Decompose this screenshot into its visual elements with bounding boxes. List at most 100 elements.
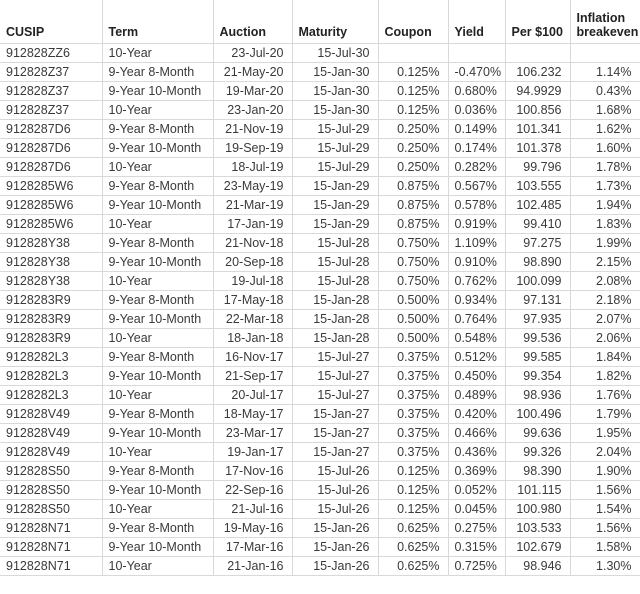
cell-coupon[interactable]: 0.125% [378,62,449,82]
cell-breakeven[interactable]: 1.56% [570,518,640,538]
cell-per100[interactable]: 99.326 [505,442,571,462]
cell-auction[interactable]: 17-Nov-16 [213,461,293,481]
cell-per100[interactable]: 99.536 [505,328,571,348]
cell-auction[interactable]: 18-May-17 [213,404,293,424]
cell-term[interactable]: 10-Year [102,271,214,291]
cell-term[interactable]: 10-Year [102,157,214,177]
cell-per100[interactable]: 102.679 [505,537,571,557]
cell-breakeven[interactable]: 2.08% [570,271,640,291]
column-header-breakeven[interactable]: Inflation breakeven [570,0,640,44]
cell-maturity[interactable]: 15-Jan-30 [292,100,379,120]
cell-per100[interactable]: 106.232 [505,62,571,82]
cell-maturity[interactable]: 15-Jan-27 [292,404,379,424]
cell-auction[interactable]: 17-Jan-19 [213,214,293,234]
cell-maturity[interactable]: 15-Jul-28 [292,252,379,272]
cell-term[interactable]: 9-Year 10-Month [102,366,214,386]
column-header-cusip[interactable]: CUSIP [0,0,103,44]
cell-per100[interactable]: 100.496 [505,404,571,424]
cell-term[interactable]: 9-Year 8-Month [102,290,214,310]
cell-yield[interactable]: 1.109% [448,233,506,253]
cell-term[interactable]: 9-Year 10-Month [102,138,214,158]
cell-per100[interactable]: 98.390 [505,461,571,481]
cell-term[interactable]: 9-Year 10-Month [102,480,214,500]
cell-per100[interactable]: 99.354 [505,366,571,386]
cell-breakeven[interactable]: 1.82% [570,366,640,386]
cell-yield[interactable]: 0.764% [448,309,506,329]
cell-breakeven[interactable]: 1.68% [570,100,640,120]
cell-maturity[interactable]: 15-Jan-29 [292,214,379,234]
cell-yield[interactable]: 0.282% [448,157,506,177]
cell-breakeven[interactable]: 1.56% [570,480,640,500]
cell-cusip[interactable]: 9128282L3 [0,347,103,367]
cell-breakeven[interactable]: 1.94% [570,195,640,215]
cell-breakeven[interactable]: 1.78% [570,157,640,177]
cell-cusip[interactable]: 9128285W6 [0,195,103,215]
cell-cusip[interactable]: 912828Y38 [0,252,103,272]
column-header-yield[interactable]: Yield [448,0,506,44]
cell-auction[interactable]: 23-Jul-20 [213,43,293,63]
cell-cusip[interactable]: 912828N71 [0,537,103,557]
cell-auction[interactable]: 21-Jan-16 [213,556,293,576]
cell-maturity[interactable]: 15-Jul-26 [292,461,379,481]
cell-yield[interactable]: 0.934% [448,290,506,310]
cell-breakeven[interactable]: 2.04% [570,442,640,462]
cell-yield[interactable]: 0.567% [448,176,506,196]
cell-auction[interactable]: 21-Mar-19 [213,195,293,215]
cell-term[interactable]: 9-Year 10-Month [102,537,214,557]
cell-breakeven[interactable]: 1.84% [570,347,640,367]
cell-maturity[interactable]: 15-Jan-29 [292,176,379,196]
cell-per100[interactable] [505,43,571,63]
cell-cusip[interactable]: 912828S50 [0,461,103,481]
cell-auction[interactable]: 21-May-20 [213,62,293,82]
cell-yield[interactable]: 0.420% [448,404,506,424]
cell-coupon[interactable]: 0.500% [378,290,449,310]
cell-coupon[interactable]: 0.875% [378,176,449,196]
cell-auction[interactable]: 21-Nov-18 [213,233,293,253]
cell-coupon[interactable]: 0.125% [378,480,449,500]
cell-coupon[interactable]: 0.125% [378,81,449,101]
cell-coupon[interactable]: 0.875% [378,195,449,215]
cell-cusip[interactable]: 9128285W6 [0,176,103,196]
cell-cusip[interactable]: 912828Z37 [0,62,103,82]
cell-per100[interactable]: 98.890 [505,252,571,272]
column-header-term[interactable]: Term [102,0,214,44]
cell-coupon[interactable]: 0.125% [378,499,449,519]
cell-maturity[interactable]: 15-Jan-30 [292,62,379,82]
cell-coupon[interactable]: 0.125% [378,461,449,481]
cell-coupon[interactable]: 0.750% [378,271,449,291]
cell-maturity[interactable]: 15-Jul-26 [292,480,379,500]
cell-per100[interactable]: 101.378 [505,138,571,158]
cell-coupon[interactable]: 0.750% [378,252,449,272]
cell-yield[interactable]: 0.512% [448,347,506,367]
cell-per100[interactable]: 101.115 [505,480,571,500]
cell-term[interactable]: 9-Year 8-Month [102,461,214,481]
cell-maturity[interactable]: 15-Jan-26 [292,518,379,538]
cell-per100[interactable]: 99.796 [505,157,571,177]
cell-cusip[interactable]: 912828S50 [0,480,103,500]
cell-maturity[interactable]: 15-Jul-28 [292,271,379,291]
cell-cusip[interactable]: 912828Z37 [0,81,103,101]
cell-auction[interactable]: 16-Nov-17 [213,347,293,367]
cell-per100[interactable]: 102.485 [505,195,571,215]
cell-cusip[interactable]: 912828ZZ6 [0,43,103,63]
cell-term[interactable]: 9-Year 10-Month [102,309,214,329]
cell-breakeven[interactable]: 1.79% [570,404,640,424]
cell-maturity[interactable]: 15-Jul-27 [292,385,379,405]
cell-maturity[interactable]: 15-Jul-27 [292,347,379,367]
cell-per100[interactable]: 100.980 [505,499,571,519]
cell-yield[interactable]: 0.149% [448,119,506,139]
cell-term[interactable]: 9-Year 8-Month [102,176,214,196]
cell-breakeven[interactable]: 1.60% [570,138,640,158]
cell-auction[interactable]: 23-Mar-17 [213,423,293,443]
column-header-auction[interactable]: Auction [213,0,293,44]
cell-auction[interactable]: 20-Sep-18 [213,252,293,272]
cell-cusip[interactable]: 9128283R9 [0,290,103,310]
cell-auction[interactable]: 18-Jan-18 [213,328,293,348]
cell-maturity[interactable]: 15-Jan-30 [292,81,379,101]
cell-auction[interactable]: 20-Jul-17 [213,385,293,405]
cell-maturity[interactable]: 15-Jul-26 [292,499,379,519]
cell-cusip[interactable]: 912828Y38 [0,271,103,291]
cell-auction[interactable]: 22-Sep-16 [213,480,293,500]
cell-yield[interactable]: 0.045% [448,499,506,519]
cell-cusip[interactable]: 912828N71 [0,518,103,538]
